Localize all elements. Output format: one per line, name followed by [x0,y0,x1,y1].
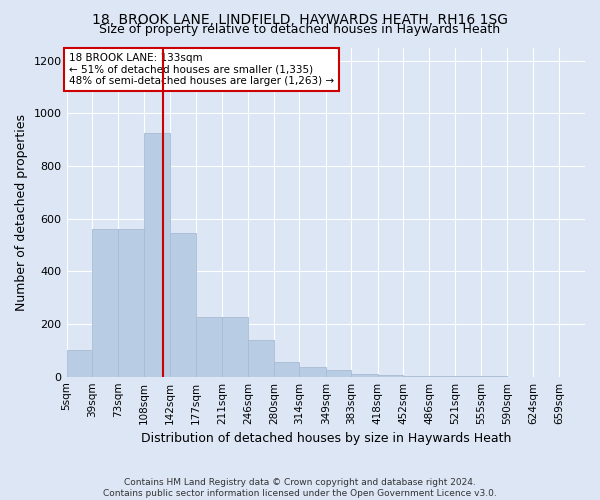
X-axis label: Distribution of detached houses by size in Haywards Heath: Distribution of detached houses by size … [140,432,511,445]
Y-axis label: Number of detached properties: Number of detached properties [15,114,28,310]
Bar [326,370,352,376]
Bar [248,340,274,376]
Bar [170,233,196,376]
Bar [118,229,144,376]
Bar [67,350,92,376]
Bar [144,133,170,376]
Bar [352,374,378,376]
Text: Size of property relative to detached houses in Haywards Heath: Size of property relative to detached ho… [100,22,500,36]
Text: 18, BROOK LANE, LINDFIELD, HAYWARDS HEATH, RH16 1SG: 18, BROOK LANE, LINDFIELD, HAYWARDS HEAT… [92,12,508,26]
Text: Contains HM Land Registry data © Crown copyright and database right 2024.
Contai: Contains HM Land Registry data © Crown c… [103,478,497,498]
Bar [196,318,222,376]
Bar [92,229,118,376]
Bar [274,362,299,376]
Text: 18 BROOK LANE: 133sqm
← 51% of detached houses are smaller (1,335)
48% of semi-d: 18 BROOK LANE: 133sqm ← 51% of detached … [69,53,334,86]
Bar [299,368,326,376]
Bar [222,318,248,376]
